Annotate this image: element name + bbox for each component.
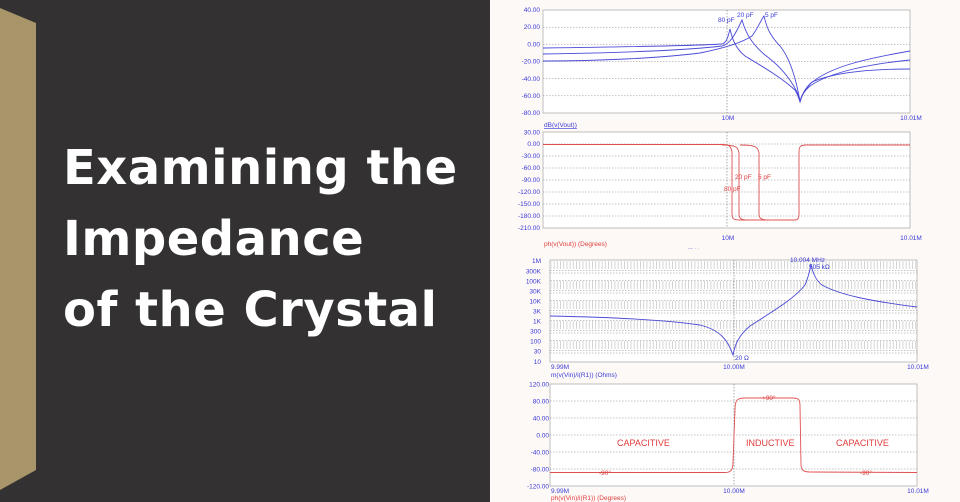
svg-text:-90.00: -90.00 xyxy=(522,177,541,184)
chart-1-annotations: 80 pF 20 pF 5 pF xyxy=(718,12,778,24)
svg-text:-60.00: -60.00 xyxy=(522,93,541,100)
svg-text:-90°: -90° xyxy=(860,469,872,477)
svg-text:-60.00: -60.00 xyxy=(522,165,541,172)
chart-1-trace-label: dB(v(Vout)) xyxy=(544,122,577,129)
chart-3-x-tick-1: 10.00M xyxy=(723,364,745,371)
chart-4-y-ticks: 120.00 80.00 40.00 0.00 -40.00 -80.00 -1… xyxy=(527,382,549,491)
chart-2-trace-label: ph(v(Vout)) (Degrees) xyxy=(544,241,607,248)
charts-svg: 40.00 20.00 0.00 -20.00 -40.00 -60.00 -8… xyxy=(518,7,929,502)
svg-text:-80.00: -80.00 xyxy=(531,467,550,474)
chart-3-impedance-magnitude: 1M 300K 100K 30K 10K 3K 1K 300 100 30 10… xyxy=(526,257,929,379)
svg-text:80 pF: 80 pF xyxy=(724,186,741,193)
svg-text:5 pF: 5 pF xyxy=(765,12,778,19)
svg-text:80 pF: 80 pF xyxy=(718,17,735,24)
chart-2-x-tick-0: 10M xyxy=(722,235,735,242)
svg-text:1M: 1M xyxy=(532,258,541,265)
chart-3-annotations: 10.004 MHz 505 kΩ 20 Ω xyxy=(735,257,830,362)
svg-text:0.00: 0.00 xyxy=(527,141,540,148)
svg-text:10K: 10K xyxy=(529,299,541,306)
svg-text:20.00: 20.00 xyxy=(524,24,541,31)
svg-text:10.004 MHz: 10.004 MHz xyxy=(790,257,825,264)
chart-1-x-tick-0: 10M xyxy=(722,115,735,122)
chart-1-y-ticks: 40.00 20.00 0.00 -20.00 -40.00 -60.00 -8… xyxy=(522,7,541,117)
svg-text:-40.00: -40.00 xyxy=(522,76,541,83)
svg-text:1K: 1K xyxy=(533,319,542,326)
svg-text:INDUCTIVE: INDUCTIVE xyxy=(746,438,795,448)
svg-text:10: 10 xyxy=(534,359,542,366)
chart-4-annotations: +90° -90° -90° xyxy=(599,394,872,477)
svg-text:120.00: 120.00 xyxy=(529,382,549,389)
svg-text:-30.00: -30.00 xyxy=(522,153,541,160)
svg-text:30K: 30K xyxy=(529,289,541,296)
svg-text:80.00: 80.00 xyxy=(533,399,550,406)
chart-4-x-tick-0: 9.99M xyxy=(551,488,569,495)
svg-text:-90°: -90° xyxy=(599,469,611,477)
svg-text:0.00: 0.00 xyxy=(527,42,540,49)
svg-text:20 Ω: 20 Ω xyxy=(735,355,749,362)
svg-text:40.00: 40.00 xyxy=(524,7,541,14)
chart-2-y-ticks: 30.00 0.00 -30.00 -60.00 -90.00 -120.00 … xyxy=(518,130,540,233)
svg-text:5 pF: 5 pF xyxy=(758,174,771,181)
svg-text:-80.00: -80.00 xyxy=(522,110,541,117)
svg-text:-150.00: -150.00 xyxy=(518,201,540,208)
svg-text:30.00: 30.00 xyxy=(524,130,541,137)
svg-text:505 kΩ: 505 kΩ xyxy=(809,264,830,271)
svg-text:-40.00: -40.00 xyxy=(531,450,550,457)
svg-text:-120.00: -120.00 xyxy=(527,484,549,491)
chart-2-traces xyxy=(543,144,910,221)
gold-accent-tab xyxy=(0,8,36,490)
svg-text:0.00: 0.00 xyxy=(536,433,549,440)
title-line-2: Impedance xyxy=(63,211,365,267)
chart-3-x-tick-0: 9.99M xyxy=(551,364,569,371)
chart-3-y-ticks: 1M 300K 100K 30K 10K 3K 1K 300 100 30 10 xyxy=(526,258,542,366)
chart-1-traces xyxy=(542,15,911,104)
svg-text:100: 100 xyxy=(530,339,541,346)
svg-text:+90°: +90° xyxy=(762,394,776,402)
chart-1-gain: 40.00 20.00 0.00 -20.00 -40.00 -60.00 -8… xyxy=(522,7,922,129)
svg-text:300K: 300K xyxy=(526,269,542,276)
svg-text:CAPACITIVE: CAPACITIVE xyxy=(836,438,889,448)
chart-4-trace xyxy=(550,397,918,473)
chart-3-trace-label: m(v(Vin)/i(R1)) (Ohms) xyxy=(551,372,617,379)
svg-text:20 pF: 20 pF xyxy=(737,12,754,19)
svg-text:40.00: 40.00 xyxy=(533,416,550,423)
chart-2-x-tick-1: 10.01M xyxy=(900,235,922,242)
svg-text:-180.00: -180.00 xyxy=(518,213,540,220)
svg-text:CAPACITIVE: CAPACITIVE xyxy=(617,438,670,448)
title-panel: Examining the Impedance of the Crystal xyxy=(0,8,458,490)
svg-text:-120.00: -120.00 xyxy=(518,189,540,196)
chart-panel: 40.00 20.00 0.00 -20.00 -40.00 -60.00 -8… xyxy=(490,0,960,502)
chart-2-phase: 30.00 0.00 -30.00 -60.00 -90.00 -120.00 … xyxy=(518,130,922,253)
svg-text:100K: 100K xyxy=(526,279,542,286)
page-title: Examining the Impedance of the Crystal xyxy=(63,133,458,346)
svg-text:20 pF: 20 pF xyxy=(735,174,752,181)
title-line-1: Examining the xyxy=(63,140,458,196)
chart-4-x-tick-1: 10.00M xyxy=(723,488,745,495)
svg-text:300: 300 xyxy=(530,329,541,336)
chart-1-x-tick-1: 10.01M xyxy=(900,115,922,122)
title-line-3: of the Crystal xyxy=(63,282,438,338)
svg-text:30: 30 xyxy=(534,349,542,356)
chart-3-trace xyxy=(549,263,918,357)
svg-text:3K: 3K xyxy=(533,309,542,316)
chart-3-x-tick-2: 10.01M xyxy=(907,364,929,371)
chart-4-trace-label: ph(v(Vin)/i(R1)) (Degrees) xyxy=(551,495,626,502)
svg-text:-20.00: -20.00 xyxy=(522,59,541,66)
chart-2-cursor-mark: — · · xyxy=(688,246,699,252)
chart-2-annotations: 20 pF 5 pF 80 pF xyxy=(724,174,771,193)
chart-4-x-tick-2: 10.01M xyxy=(907,488,929,495)
svg-text:-210.00: -210.00 xyxy=(518,225,540,232)
chart-4-impedance-phase: 120.00 80.00 40.00 0.00 -40.00 -80.00 -1… xyxy=(527,382,929,502)
chart-4-region-labels: CAPACITIVE INDUCTIVE CAPACITIVE xyxy=(617,438,889,448)
